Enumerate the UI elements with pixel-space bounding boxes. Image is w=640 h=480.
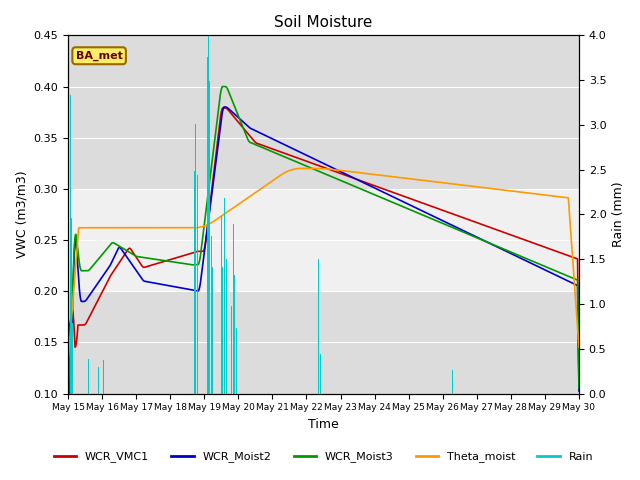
- X-axis label: Time: Time: [308, 418, 339, 431]
- Title: Soil Moisture: Soil Moisture: [275, 15, 372, 30]
- Y-axis label: Rain (mm): Rain (mm): [612, 181, 625, 247]
- Bar: [68, 291, 579, 394]
- Bar: [68, 189, 579, 291]
- Text: BA_met: BA_met: [76, 50, 123, 61]
- Y-axis label: VWC (m3/m3): VWC (m3/m3): [15, 171, 28, 258]
- Bar: [68, 36, 579, 189]
- Legend: WCR_VMC1, WCR_Moist2, WCR_Moist3, Theta_moist, Rain: WCR_VMC1, WCR_Moist2, WCR_Moist3, Theta_…: [49, 447, 598, 467]
